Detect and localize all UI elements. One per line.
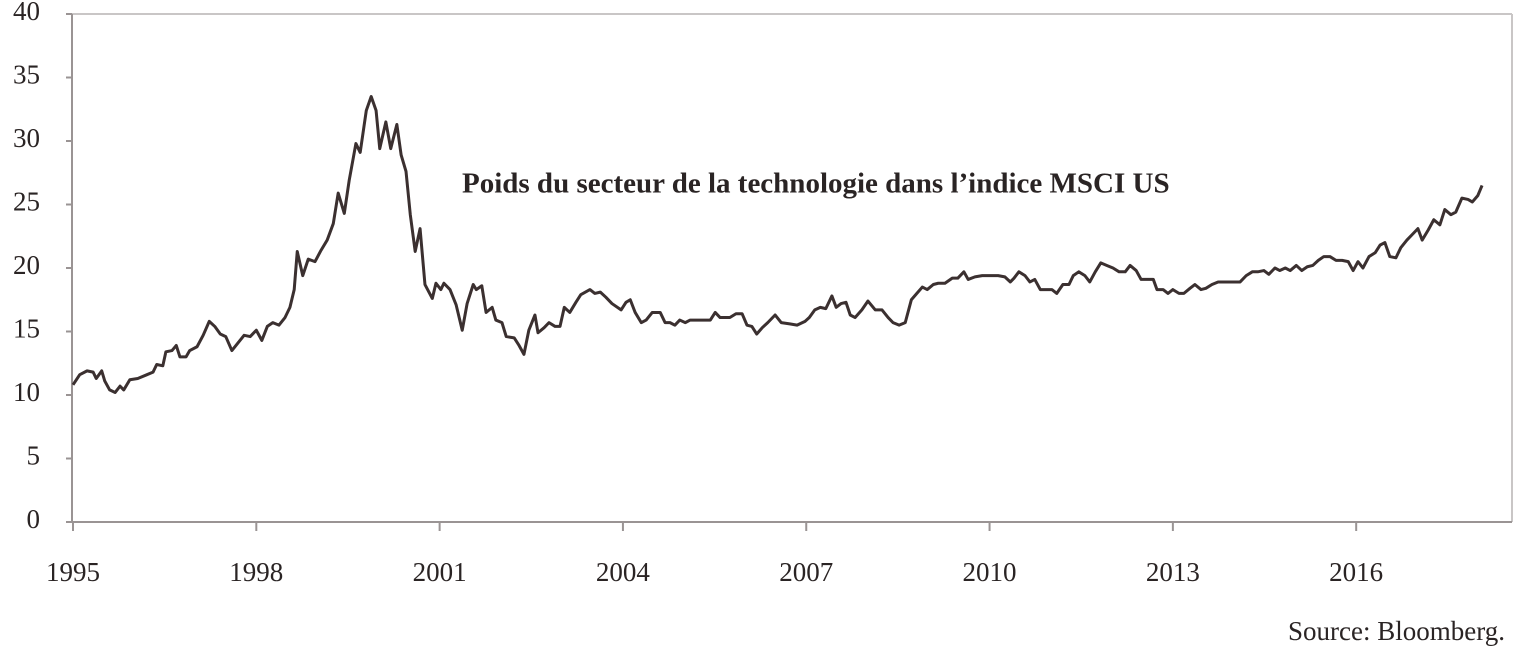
- y-tick-label: 0: [27, 504, 41, 534]
- y-tick-label: 15: [13, 314, 40, 344]
- x-tick-label: 2007: [779, 557, 833, 587]
- x-tick-label: 2016: [1329, 557, 1383, 587]
- y-tick-label: 30: [13, 123, 40, 153]
- x-tick-label: 1998: [229, 557, 283, 587]
- chart-title: Poids du secteur de la technologie dans …: [462, 168, 1170, 200]
- x-tick-label: 1995: [46, 557, 100, 587]
- x-tick-label: 2001: [413, 557, 467, 587]
- y-tick-label: 25: [13, 187, 40, 217]
- y-tick-label: 35: [13, 60, 40, 90]
- y-tick-label: 40: [13, 0, 40, 26]
- x-tick-label: 2010: [963, 557, 1017, 587]
- x-tick-label: 2004: [596, 557, 651, 587]
- y-tick-label: 10: [13, 377, 40, 407]
- x-tick-label: 2013: [1146, 557, 1200, 587]
- source-note: Source: Bloomberg.: [1288, 616, 1505, 646]
- y-tick-label: 20: [13, 250, 40, 280]
- y-tick-label: 5: [27, 441, 41, 471]
- data-line: [71, 95, 1484, 394]
